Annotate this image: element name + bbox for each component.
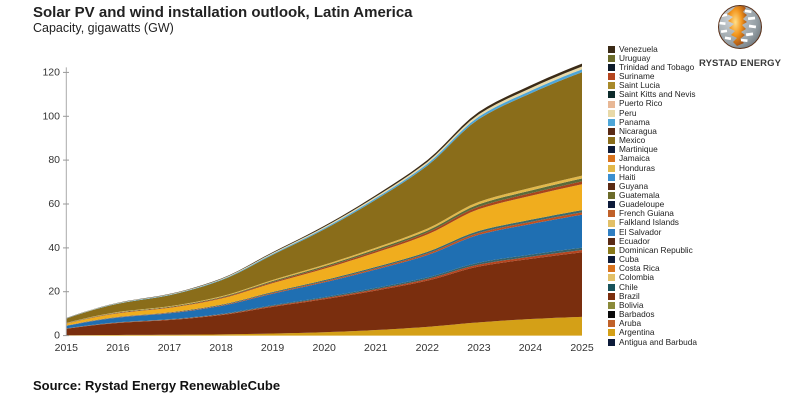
svg-text:0: 0 [54, 330, 60, 342]
svg-text:20: 20 [48, 286, 60, 298]
svg-text:2017: 2017 [158, 342, 182, 354]
svg-text:2020: 2020 [313, 342, 337, 354]
svg-text:2025: 2025 [570, 342, 594, 354]
svg-text:2022: 2022 [416, 342, 440, 354]
svg-text:2021: 2021 [364, 342, 388, 354]
svg-text:100: 100 [42, 110, 60, 122]
svg-text:60: 60 [48, 198, 60, 210]
svg-text:2015: 2015 [55, 342, 79, 354]
svg-text:2018: 2018 [209, 342, 233, 354]
svg-text:2024: 2024 [519, 342, 543, 354]
svg-text:2023: 2023 [467, 342, 491, 354]
svg-text:2016: 2016 [106, 342, 130, 354]
svg-text:80: 80 [48, 154, 60, 166]
svg-text:120: 120 [42, 66, 60, 78]
svg-text:2019: 2019 [261, 342, 285, 354]
svg-text:40: 40 [48, 242, 60, 254]
